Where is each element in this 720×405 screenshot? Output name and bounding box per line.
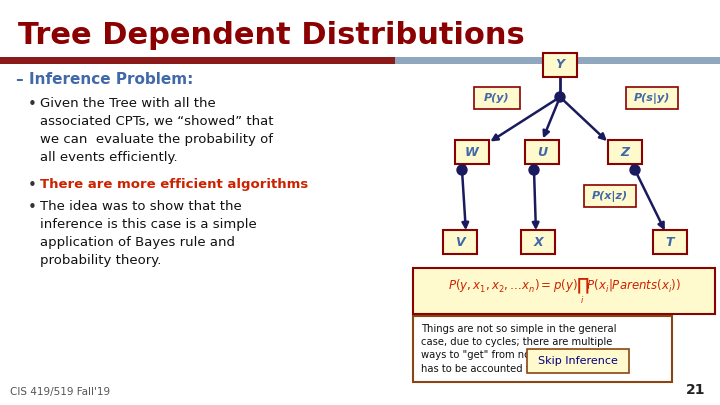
Text: T: T [666, 235, 674, 249]
Text: P(x|z): P(x|z) [592, 190, 628, 202]
FancyBboxPatch shape [626, 87, 678, 109]
Text: W: W [465, 145, 479, 158]
Text: Y: Y [556, 58, 564, 72]
FancyBboxPatch shape [525, 140, 559, 164]
FancyBboxPatch shape [608, 140, 642, 164]
Circle shape [457, 165, 467, 175]
Text: Z: Z [621, 145, 629, 158]
Text: U: U [537, 145, 547, 158]
Bar [395, 57, 720, 64]
Text: •: • [28, 200, 37, 215]
FancyBboxPatch shape [413, 316, 672, 382]
Text: 21: 21 [685, 383, 705, 397]
Circle shape [630, 165, 640, 175]
FancyBboxPatch shape [584, 185, 636, 207]
Text: Tree Dependent Distributions: Tree Dependent Distributions [18, 21, 525, 51]
Text: X: X [534, 235, 543, 249]
Text: V: V [455, 235, 465, 249]
Text: Things are not so simple in the general
case, due to cycles; there are multiple
: Things are not so simple in the general … [421, 324, 622, 373]
Text: P(s|y): P(s|y) [634, 92, 670, 104]
FancyBboxPatch shape [413, 268, 715, 314]
Circle shape [529, 165, 539, 175]
FancyBboxPatch shape [527, 349, 629, 373]
FancyBboxPatch shape [543, 53, 577, 77]
Text: CIS 419/519 Fall'19: CIS 419/519 Fall'19 [10, 387, 110, 397]
Text: P(y): P(y) [484, 93, 510, 103]
Text: •: • [28, 178, 37, 193]
Bar [0, 57, 395, 64]
Text: Skip Inference: Skip Inference [538, 356, 618, 366]
FancyBboxPatch shape [653, 230, 687, 254]
Text: There are more efficient algorithms: There are more efficient algorithms [40, 178, 308, 191]
FancyBboxPatch shape [474, 87, 520, 109]
FancyBboxPatch shape [455, 140, 489, 164]
Text: $P(y, x_1, x_2, \ldots x_n) = p(y)\prod_i P(x_i|Parents(x_i))$: $P(y, x_1, x_2, \ldots x_n) = p(y)\prod_… [448, 276, 680, 306]
Text: – Inference Problem:: – Inference Problem: [16, 72, 194, 87]
FancyBboxPatch shape [521, 230, 555, 254]
Text: Given the Tree with all the
associated CPTs, we “showed” that
we can  evaluate t: Given the Tree with all the associated C… [40, 97, 274, 164]
FancyBboxPatch shape [443, 230, 477, 254]
Circle shape [555, 92, 565, 102]
Text: The idea was to show that the
inference is this case is a simple
application of : The idea was to show that the inference … [40, 200, 257, 267]
Text: •: • [28, 97, 37, 112]
